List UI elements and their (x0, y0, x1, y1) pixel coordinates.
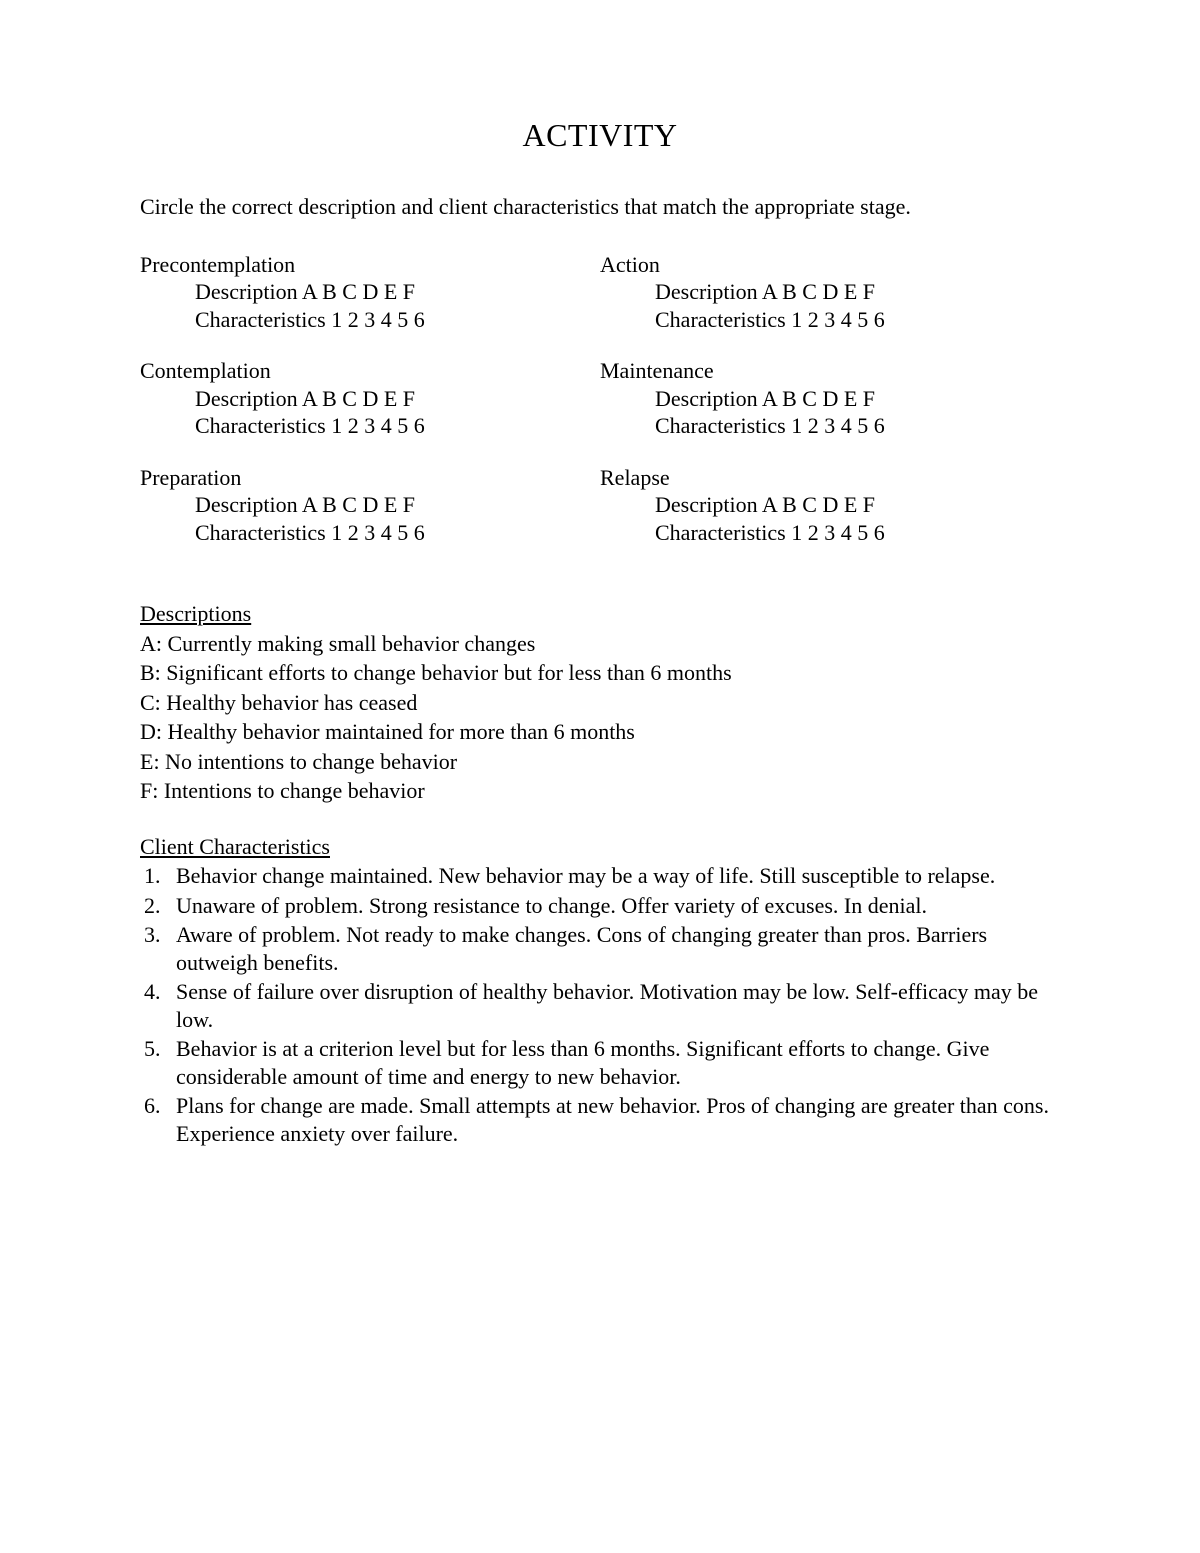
stage-name: Action (600, 251, 1060, 279)
description-item: D: Healthy behavior maintained for more … (140, 718, 1060, 746)
characteristic-text: Behavior change maintained. New behavior… (176, 862, 1060, 890)
stage-description-options: Description A B C D E F (140, 278, 600, 306)
stage-precontemplation: Precontemplation Description A B C D E F… (140, 251, 600, 334)
description-item: C: Healthy behavior has ceased (140, 689, 1060, 717)
characteristic-number: 2. (140, 892, 176, 920)
stage-name: Contemplation (140, 357, 600, 385)
stage-name: Preparation (140, 464, 600, 492)
characteristic-number: 6. (140, 1092, 176, 1147)
characteristic-item: 1. Behavior change maintained. New behav… (140, 862, 1060, 890)
characteristic-text: Behavior is at a criterion level but for… (176, 1035, 1060, 1090)
description-item: F: Intentions to change behavior (140, 777, 1060, 805)
stage-characteristics-options: Characteristics 1 2 3 4 5 6 (140, 412, 600, 440)
characteristic-number: 3. (140, 921, 176, 976)
stage-description-options: Description A B C D E F (140, 491, 600, 519)
characteristic-item: 3. Aware of problem. Not ready to make c… (140, 921, 1060, 976)
stage-action: Action Description A B C D E F Character… (600, 251, 1060, 334)
characteristic-text: Plans for change are made. Small attempt… (176, 1092, 1060, 1147)
stages-column-right: Action Description A B C D E F Character… (600, 251, 1060, 571)
characteristic-item: 5. Behavior is at a criterion level but … (140, 1035, 1060, 1090)
stage-description-options: Description A B C D E F (600, 278, 1060, 306)
instructions-text: Circle the correct description and clien… (140, 193, 1060, 221)
stage-name: Precontemplation (140, 251, 600, 279)
description-item: E: No intentions to change behavior (140, 748, 1060, 776)
characteristics-heading: Client Characteristics (140, 833, 1060, 861)
stage-characteristics-options: Characteristics 1 2 3 4 5 6 (600, 519, 1060, 547)
characteristic-number: 5. (140, 1035, 176, 1090)
characteristics-list: 1. Behavior change maintained. New behav… (140, 862, 1060, 1147)
stage-characteristics-options: Characteristics 1 2 3 4 5 6 (140, 306, 600, 334)
stage-description-options: Description A B C D E F (600, 491, 1060, 519)
description-item: B: Significant efforts to change behavio… (140, 659, 1060, 687)
stage-maintenance: Maintenance Description A B C D E F Char… (600, 357, 1060, 440)
characteristic-text: Unaware of problem. Strong resistance to… (176, 892, 1060, 920)
stage-characteristics-options: Characteristics 1 2 3 4 5 6 (140, 519, 600, 547)
stage-name: Relapse (600, 464, 1060, 492)
stage-name: Maintenance (600, 357, 1060, 385)
characteristic-number: 4. (140, 978, 176, 1033)
document-page: ACTIVITY Circle the correct description … (0, 0, 1200, 1553)
descriptions-list: A: Currently making small behavior chang… (140, 630, 1060, 805)
stage-description-options: Description A B C D E F (140, 385, 600, 413)
characteristic-item: 6. Plans for change are made. Small atte… (140, 1092, 1060, 1147)
stage-characteristics-options: Characteristics 1 2 3 4 5 6 (600, 306, 1060, 334)
characteristic-text: Aware of problem. Not ready to make chan… (176, 921, 1060, 976)
page-title: ACTIVITY (140, 115, 1060, 155)
stages-column-left: Precontemplation Description A B C D E F… (140, 251, 600, 571)
stage-characteristics-options: Characteristics 1 2 3 4 5 6 (600, 412, 1060, 440)
stages-grid: Precontemplation Description A B C D E F… (140, 251, 1060, 571)
stage-relapse: Relapse Description A B C D E F Characte… (600, 464, 1060, 547)
stage-preparation: Preparation Description A B C D E F Char… (140, 464, 600, 547)
characteristic-item: 4. Sense of failure over disruption of h… (140, 978, 1060, 1033)
characteristic-item: 2. Unaware of problem. Strong resistance… (140, 892, 1060, 920)
stage-contemplation: Contemplation Description A B C D E F Ch… (140, 357, 600, 440)
characteristic-number: 1. (140, 862, 176, 890)
descriptions-heading: Descriptions (140, 600, 1060, 628)
characteristic-text: Sense of failure over disruption of heal… (176, 978, 1060, 1033)
stage-description-options: Description A B C D E F (600, 385, 1060, 413)
description-item: A: Currently making small behavior chang… (140, 630, 1060, 658)
